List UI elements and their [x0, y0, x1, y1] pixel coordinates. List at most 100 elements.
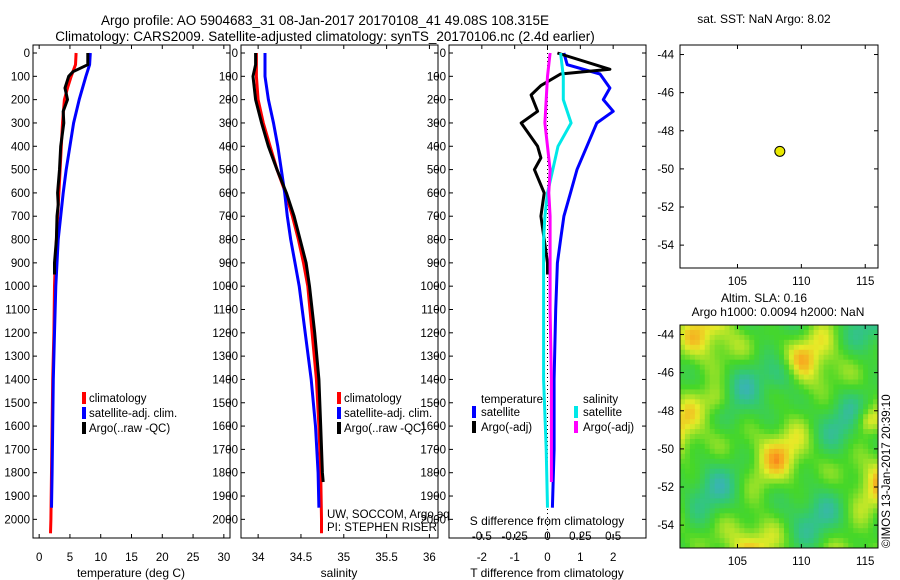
sla-cell: [719, 523, 725, 529]
sla-cell: [764, 325, 770, 331]
map-y-tick-label: -54: [657, 240, 674, 252]
sla-cell: [788, 473, 795, 480]
sla-cell: [774, 329, 780, 336]
sla-cell: [774, 498, 780, 504]
sla-cell: [759, 379, 765, 385]
sla-map: Altim. SLA: 0.16 Argo h1000: 0.0094 h200…: [657, 291, 893, 568]
map-y-tick-label: -52: [657, 202, 674, 214]
difference-panel: 0100200300400500600700800900100011001200…: [420, 44, 647, 580]
sla-cell: [863, 543, 869, 549]
sla-cell: [769, 513, 775, 519]
sla-cell: [749, 334, 755, 341]
sla-cell: [699, 369, 706, 375]
sla-cell: [848, 329, 854, 336]
sla-cell: [724, 374, 730, 380]
sla-cell: [793, 394, 800, 400]
sla-cell: [779, 448, 785, 455]
sla-cell: [793, 513, 800, 519]
sla-cell: [694, 374, 701, 380]
depth-tick-label: 1600: [212, 421, 238, 433]
sla-cell: [709, 414, 716, 420]
sla-cell: [843, 334, 849, 341]
sla-cell: [803, 443, 810, 450]
sla-cell: [793, 453, 800, 460]
sla-cell: [714, 389, 720, 395]
sla-cell: [818, 399, 824, 405]
sla-cell: [680, 473, 686, 480]
sla-cell: [843, 538, 849, 544]
sla-cell: [798, 463, 805, 470]
sla-cell: [863, 508, 869, 514]
sla-cell: [838, 369, 844, 375]
temperature-x-tick-label: 15: [125, 552, 138, 564]
sla-cell: [764, 399, 770, 405]
sla-cell: [724, 399, 730, 405]
sla-cell: [793, 339, 800, 346]
sla-cell: [779, 389, 785, 395]
sla-cell: [744, 339, 750, 346]
sla-cell: [704, 434, 711, 440]
sla-cell: [749, 498, 755, 504]
depth-tick-label: 0: [232, 48, 238, 60]
legend-swatch-satellite: [82, 407, 86, 419]
sla-cell: [724, 438, 730, 445]
sla-cell: [680, 414, 686, 420]
depth-tick-label: 1600: [420, 421, 446, 433]
sla-cell: [764, 438, 770, 445]
sla-cell: [774, 523, 780, 529]
sla-cell: [828, 369, 834, 375]
sla-cell: [719, 429, 725, 435]
sla-cell: [848, 364, 854, 370]
sla-cell: [764, 389, 770, 395]
sla-cell: [764, 334, 770, 341]
sla-cell: [754, 533, 760, 539]
sla-cell: [803, 518, 810, 524]
sla-cell: [709, 429, 716, 435]
sla-cell: [734, 399, 740, 405]
sla-cell: [719, 349, 725, 356]
sla-cell: [843, 419, 849, 425]
sla-cell: [764, 404, 770, 410]
sla-cell: [783, 349, 790, 356]
sla-cell: [798, 443, 805, 450]
sla-cell: [749, 463, 755, 470]
sla-cell: [868, 419, 874, 425]
sla-cell: [779, 339, 785, 346]
sla-cell: [680, 493, 686, 499]
sla-cell: [724, 448, 730, 455]
sla-cell: [764, 369, 770, 375]
sla-cell: [873, 349, 879, 356]
sla-cell: [729, 498, 735, 504]
sla-cell: [744, 543, 750, 549]
sla-cell: [744, 374, 750, 380]
sla-cell: [734, 359, 740, 366]
sla-cell: [873, 429, 879, 435]
sla-cell: [764, 384, 770, 390]
sla-cell: [793, 538, 800, 544]
depth-tick-label: 1900: [212, 491, 238, 503]
sla-cell: [843, 508, 849, 514]
sla-cell: [813, 533, 819, 539]
sla-cell: [684, 404, 691, 410]
sla-cell: [680, 409, 686, 415]
sla-cell: [783, 374, 790, 380]
sla-cell: [680, 325, 686, 331]
sla-cell: [868, 344, 874, 351]
sla-cell: [843, 523, 849, 529]
sla-cell: [828, 528, 834, 534]
sla-cell: [774, 414, 780, 420]
sla-cell: [729, 443, 735, 450]
sla-cell: [749, 528, 755, 534]
sla-cell: [828, 379, 834, 385]
sla-cell: [808, 424, 815, 430]
sla-cell: [848, 424, 854, 430]
sla-cell: [828, 404, 834, 410]
sla-cell: [788, 424, 795, 430]
sla-cell: [808, 498, 815, 504]
sla-cell: [833, 543, 839, 549]
sla-cell: [714, 334, 720, 341]
sla-cell: [833, 354, 839, 361]
sla-cell: [793, 483, 800, 489]
sla-cell: [764, 443, 770, 450]
sla-cell: [729, 399, 735, 405]
